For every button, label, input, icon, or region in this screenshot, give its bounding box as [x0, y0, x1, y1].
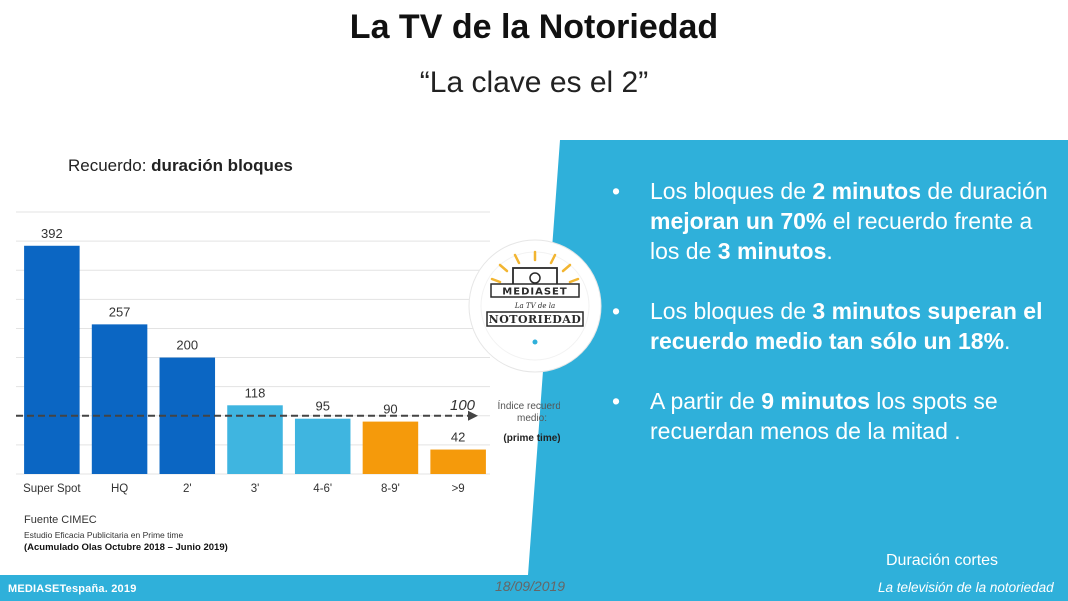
bullet-text-part: 3 minutos superan el recuerdo medio tan … — [650, 298, 1043, 354]
bullet-list: • Los bloques de 2 minutos de duración me… — [612, 176, 1052, 476]
source-line-1: Fuente CIMEC — [24, 514, 97, 526]
seal-bottom-text: NOTORIEDAD — [489, 313, 582, 326]
bullet-item: • A partir de 9 minutos los spots se recu… — [612, 386, 1052, 446]
page-title: La TV de la Notoriedad — [349, 8, 719, 46]
bullet-marker: • — [612, 178, 621, 204]
data-label: 90 — [383, 402, 397, 417]
category-tick-label: >9 — [452, 483, 465, 495]
reference-line-label: Índice recuerdo — [498, 399, 560, 412]
bullet-text-part: 2 minutos — [812, 178, 922, 204]
notoriedad-seal-logo: MEDIASET La TV de la NOTORIEDAD — [468, 239, 602, 373]
footer-tagline: La televisión de la notoriedad — [878, 580, 1054, 595]
data-label: 42 — [451, 430, 465, 445]
bar — [430, 449, 486, 474]
reference-line-label: (prime time) — [503, 433, 560, 444]
bullet-text-part: 9 minutos — [761, 388, 870, 414]
category-tick-label: 3' — [251, 483, 260, 495]
chart-title-bold: duración bloques — [151, 156, 293, 175]
reference-line-value: 100 — [450, 397, 476, 414]
bullet-text-part: el recuerdo frente a los de — [650, 208, 1033, 264]
category-tick-label: 2' — [183, 483, 192, 495]
source-line-3: (Acumulado Olas Octubre 2018 – Junio 201… — [24, 542, 228, 553]
bullet-item: • Los bloques de 3 minutos superan el rec… — [612, 296, 1052, 356]
bar — [362, 421, 419, 474]
category-tick-label: 4-6' — [313, 483, 332, 495]
bullet-text-part: . — [826, 238, 833, 264]
category-tick-label: HQ — [111, 483, 128, 495]
data-label: 118 — [245, 385, 266, 400]
bullet-text-part: los spots se recuerdan menos de la mitad… — [650, 388, 998, 444]
seal-top-text: MEDIASET — [502, 287, 567, 298]
bar — [294, 418, 351, 474]
reference-line-arrow — [468, 410, 478, 421]
bullet-text-part: de duración — [921, 178, 1048, 204]
bullet-text-part: . — [1004, 328, 1011, 354]
bullet-text-part: Los bloques de — [650, 178, 813, 204]
bar-chart: 392 Super Spot 257 HQ 200 2' 118 3' 95 4-6' 90 8-9'… — [16, 211, 560, 495]
bar — [91, 324, 148, 474]
reference-line-label: medio: — [517, 413, 547, 424]
chart-title-plain: Recuerdo: — [68, 156, 152, 175]
bullet-text-part: Los bloques de — [650, 298, 813, 324]
seal-middle-text: La TV de la — [514, 302, 555, 310]
bullet-text-part: A partir de — [650, 388, 762, 414]
bar — [24, 245, 80, 474]
data-label: 95 — [315, 399, 329, 414]
bullet-marker: • — [612, 298, 621, 324]
bullet-item: • Los bloques de 2 minutos de duración me… — [612, 176, 1052, 266]
category-tick-label: Super Spot — [23, 483, 81, 495]
chart-title: Recuerdo: duración bloques — [68, 156, 293, 176]
category-tick-label: 8-9' — [381, 483, 400, 495]
footer-section-label: Duración cortes — [886, 552, 999, 569]
bullet-text-part: mejoran un 70% — [650, 208, 827, 234]
bullet-text-part: 3 minutos — [717, 238, 827, 264]
page-subtitle: “La clave es el 2” — [419, 66, 649, 99]
footer-date: 18/09/2019 — [495, 578, 566, 594]
data-label: 200 — [176, 338, 198, 353]
source-line-2: Estudio Eficacia Publicitaria en Prime t… — [24, 530, 184, 540]
data-label: 392 — [41, 226, 63, 241]
mediaset-espana-logo: MEDIASETespaña. 2019 — [8, 583, 137, 595]
data-label: 257 — [109, 304, 131, 319]
bullet-marker: • — [612, 388, 621, 414]
